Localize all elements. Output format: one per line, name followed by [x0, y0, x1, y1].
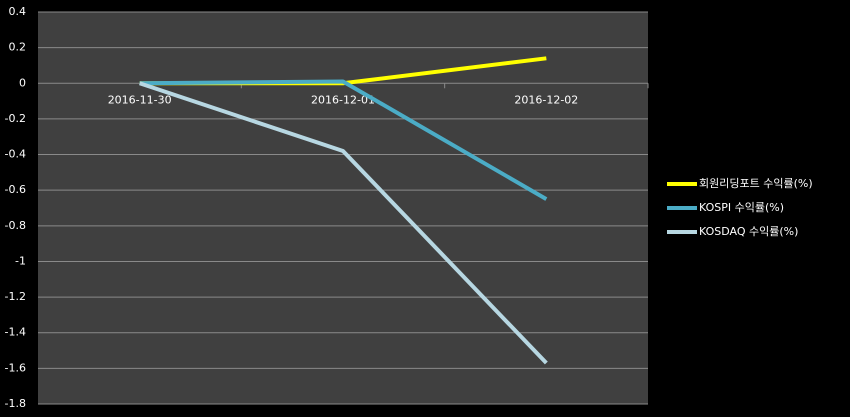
plot-area [38, 12, 648, 404]
x-tick-label: 2016-12-02 [514, 93, 578, 106]
y-tick-label: -1.4 [5, 326, 26, 339]
y-tick-label: -0.2 [5, 112, 26, 125]
y-tick-label: 0.4 [9, 5, 27, 18]
legend-label: KOSPI 수익률(%) [699, 201, 784, 214]
y-tick-label: -1.6 [5, 361, 26, 374]
y-tick-label: -1.8 [5, 397, 26, 410]
legend-label: 회원리딩포트 수익률(%) [699, 177, 813, 190]
x-tick-label: 2016-12-01 [311, 93, 375, 106]
legend-label: KOSDAQ 수익률(%) [699, 225, 798, 238]
x-tick-label: 2016-11-30 [108, 93, 172, 106]
y-tick-label: -1.2 [5, 290, 26, 303]
y-tick-label: 0 [19, 76, 26, 89]
series-line [139, 79, 548, 201]
y-tick-label: -1 [15, 254, 26, 267]
y-tick-label: -0.8 [5, 219, 26, 232]
y-tick-label: -0.6 [5, 183, 26, 196]
y-tick-label: -0.4 [5, 148, 26, 161]
y-tick-label: 0.2 [9, 41, 27, 54]
series-line [139, 81, 548, 365]
